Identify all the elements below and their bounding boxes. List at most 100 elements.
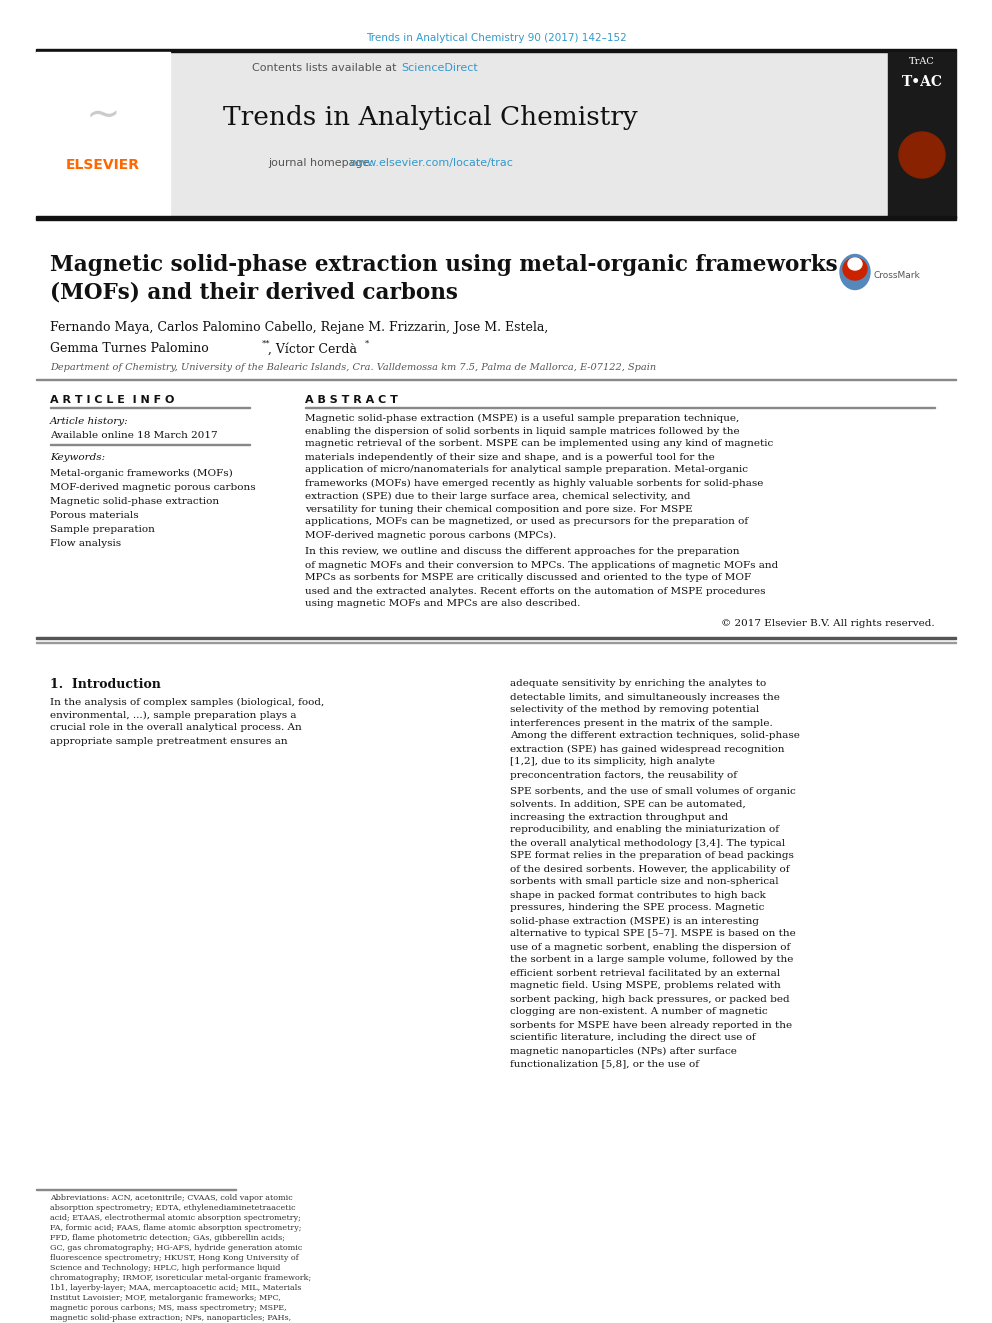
Text: appropriate sample pretreatment ensures an: appropriate sample pretreatment ensures …: [50, 737, 288, 745]
Text: increasing the extraction throughput and: increasing the extraction throughput and: [510, 812, 728, 822]
Text: efficient sorbent retrieval facilitated by an external: efficient sorbent retrieval facilitated …: [510, 968, 780, 978]
Text: MOF-derived magnetic porous carbons: MOF-derived magnetic porous carbons: [50, 483, 256, 492]
Text: shape in packed format contributes to high back: shape in packed format contributes to hi…: [510, 890, 766, 900]
Text: MPCs as sorbents for MSPE are critically discussed and oriented to the type of M: MPCs as sorbents for MSPE are critically…: [305, 573, 751, 582]
Text: Magnetic solid-phase extraction (MSPE) is a useful sample preparation technique,: Magnetic solid-phase extraction (MSPE) i…: [305, 413, 739, 422]
Text: SPE sorbents, and the use of small volumes of organic: SPE sorbents, and the use of small volum…: [510, 786, 796, 795]
Text: FFD, flame photometric detection; GAs, gibberellin acids;: FFD, flame photometric detection; GAs, g…: [50, 1234, 285, 1242]
Text: solvents. In addition, SPE can be automated,: solvents. In addition, SPE can be automa…: [510, 799, 746, 808]
Text: absorption spectrometry; EDTA, ethylenediaminetetraacetic: absorption spectrometry; EDTA, ethylened…: [50, 1204, 296, 1212]
Text: ScienceDirect: ScienceDirect: [401, 64, 478, 73]
Text: Abbreviations: ACN, acetonitrile; CVAAS, cold vapor atomic: Abbreviations: ACN, acetonitrile; CVAAS,…: [50, 1193, 293, 1203]
Text: Trends in Analytical Chemistry: Trends in Analytical Chemistry: [222, 106, 638, 131]
Text: use of a magnetic sorbent, enabling the dispersion of: use of a magnetic sorbent, enabling the …: [510, 942, 791, 951]
Text: extraction (SPE) has gained widespread recognition: extraction (SPE) has gained widespread r…: [510, 745, 785, 754]
Text: Porous materials: Porous materials: [50, 511, 139, 520]
Text: environmental, ...), sample preparation plays a: environmental, ...), sample preparation …: [50, 710, 297, 720]
Text: Available online 18 March 2017: Available online 18 March 2017: [50, 431, 217, 441]
Text: scientific literature, including the direct use of: scientific literature, including the dir…: [510, 1033, 756, 1043]
Text: selectivity of the method by removing potential: selectivity of the method by removing po…: [510, 705, 759, 714]
Text: MOF-derived magnetic porous carbons (MPCs).: MOF-derived magnetic porous carbons (MPC…: [305, 531, 557, 540]
Text: fluorescence spectrometry; HKUST, Hong Kong University of: fluorescence spectrometry; HKUST, Hong K…: [50, 1254, 299, 1262]
Text: reproducibility, and enabling the miniaturization of: reproducibility, and enabling the miniat…: [510, 826, 779, 835]
Circle shape: [899, 132, 945, 179]
Text: used and the extracted analytes. Recent efforts on the automation of MSPE proced: used and the extracted analytes. Recent …: [305, 586, 766, 595]
Text: sorbents for MSPE have been already reported in the: sorbents for MSPE have been already repo…: [510, 1020, 793, 1029]
Text: adequate sensitivity by enriching the analytes to: adequate sensitivity by enriching the an…: [510, 680, 766, 688]
Text: acid; ETAAS, electrothermal atomic absorption spectrometry;: acid; ETAAS, electrothermal atomic absor…: [50, 1215, 301, 1222]
Text: interferences present in the matrix of the sample.: interferences present in the matrix of t…: [510, 718, 773, 728]
Text: Science and Technology; HPLC, high performance liquid: Science and Technology; HPLC, high perfo…: [50, 1263, 281, 1271]
Text: the overall analytical methodology [3,4]. The typical: the overall analytical methodology [3,4]…: [510, 839, 785, 848]
Text: extraction (SPE) due to their large surface area, chemical selectivity, and: extraction (SPE) due to their large surf…: [305, 491, 690, 500]
Text: frameworks (MOFs) have emerged recently as highly valuable sorbents for solid-ph: frameworks (MOFs) have emerged recently …: [305, 479, 764, 488]
Text: crucial role in the overall analytical process. An: crucial role in the overall analytical p…: [50, 724, 302, 733]
Text: preconcentration factors, the reusability of: preconcentration factors, the reusabilit…: [510, 770, 737, 779]
Text: CrossMark: CrossMark: [873, 270, 920, 279]
Bar: [36, 52, 170, 218]
Text: chromatography; IRMOF, isoreticular metal-organic framework;: chromatography; IRMOF, isoreticular meta…: [50, 1274, 311, 1282]
Text: A B S T R A C T: A B S T R A C T: [305, 396, 398, 405]
Text: applications, MOFs can be magnetized, or used as precursors for the preparation : applications, MOFs can be magnetized, or…: [305, 517, 748, 527]
Text: sorbents with small particle size and non-spherical: sorbents with small particle size and no…: [510, 877, 779, 886]
Text: Institut Lavoisier; MOF, metalorganic frameworks; MPC,: Institut Lavoisier; MOF, metalorganic fr…: [50, 1294, 281, 1302]
Text: magnetic porous carbons; MS, mass spectrometry; MSPE,: magnetic porous carbons; MS, mass spectr…: [50, 1304, 287, 1312]
Text: Flow analysis: Flow analysis: [50, 538, 121, 548]
Text: GC, gas chromatography; HG-AFS, hydride generation atomic: GC, gas chromatography; HG-AFS, hydride …: [50, 1244, 303, 1252]
Text: magnetic nanoparticles (NPs) after surface: magnetic nanoparticles (NPs) after surfa…: [510, 1046, 737, 1056]
Text: clogging are non-existent. A number of magnetic: clogging are non-existent. A number of m…: [510, 1008, 768, 1016]
Text: of the desired sorbents. However, the applicability of: of the desired sorbents. However, the ap…: [510, 864, 790, 873]
Text: functionalization [5,8], or the use of: functionalization [5,8], or the use of: [510, 1060, 699, 1069]
Text: FA, formic acid; FAAS, flame atomic absorption spectrometry;: FA, formic acid; FAAS, flame atomic abso…: [50, 1224, 302, 1232]
Text: *: *: [365, 340, 369, 348]
Text: Article history:: Article history:: [50, 418, 129, 426]
Text: © 2017 Elsevier B.V. All rights reserved.: © 2017 Elsevier B.V. All rights reserved…: [721, 618, 935, 627]
Text: [1,2], due to its simplicity, high analyte: [1,2], due to its simplicity, high analy…: [510, 758, 715, 766]
Text: ~: ~: [85, 94, 120, 136]
Text: alternative to typical SPE [5–7]. MSPE is based on the: alternative to typical SPE [5–7]. MSPE i…: [510, 930, 796, 938]
Text: magnetic field. Using MSPE, problems related with: magnetic field. Using MSPE, problems rel…: [510, 982, 781, 991]
Bar: [36, 216, 956, 220]
Text: ELSEVIER: ELSEVIER: [66, 157, 140, 172]
Text: solid-phase extraction (MSPE) is an interesting: solid-phase extraction (MSPE) is an inte…: [510, 917, 759, 926]
Bar: [170, 52, 888, 218]
Text: Fernando Maya, Carlos Palomino Cabello, Rejane M. Frizzarin, Jose M. Estela,: Fernando Maya, Carlos Palomino Cabello, …: [50, 321, 549, 335]
Text: Department of Chemistry, University of the Balearic Islands, Cra. Valldemossa km: Department of Chemistry, University of t…: [50, 364, 656, 373]
Text: TrAC: TrAC: [909, 57, 934, 66]
Text: Metal-organic frameworks (MOFs): Metal-organic frameworks (MOFs): [50, 468, 233, 478]
Text: detectable limits, and simultaneously increases the: detectable limits, and simultaneously in…: [510, 692, 780, 701]
Text: T•AC: T•AC: [902, 75, 942, 89]
Text: (MOFs) and their derived carbons: (MOFs) and their derived carbons: [50, 280, 458, 303]
Text: of magnetic MOFs and their conversion to MPCs. The applications of magnetic MOFs: of magnetic MOFs and their conversion to…: [305, 561, 779, 569]
Text: , Víctor Cerdà: , Víctor Cerdà: [268, 343, 357, 356]
Text: Sample preparation: Sample preparation: [50, 524, 155, 533]
Text: **: **: [262, 340, 271, 348]
Text: magnetic retrieval of the sorbent. MSPE can be implemented using any kind of mag: magnetic retrieval of the sorbent. MSPE …: [305, 439, 773, 448]
Text: 1.  Introduction: 1. Introduction: [50, 677, 161, 691]
Text: versatility for tuning their chemical composition and pore size. For MSPE: versatility for tuning their chemical co…: [305, 504, 692, 513]
Bar: [888, 52, 956, 218]
Bar: [36, 636, 956, 639]
Text: Magnetic solid-phase extraction: Magnetic solid-phase extraction: [50, 496, 219, 505]
Ellipse shape: [840, 254, 870, 290]
Text: journal homepage:: journal homepage:: [268, 157, 377, 168]
Text: Contents lists available at: Contents lists available at: [252, 64, 400, 73]
Text: magnetic solid-phase extraction; NPs, nanoparticles; PAHs,: magnetic solid-phase extraction; NPs, na…: [50, 1314, 291, 1322]
Text: enabling the dispersion of solid sorbents in liquid sample matrices followed by : enabling the dispersion of solid sorbent…: [305, 426, 740, 435]
Text: www.elsevier.com/locate/trac: www.elsevier.com/locate/trac: [350, 157, 514, 168]
Text: Gemma Turnes Palomino: Gemma Turnes Palomino: [50, 343, 208, 356]
Text: Magnetic solid-phase extraction using metal-organic frameworks: Magnetic solid-phase extraction using me…: [50, 254, 837, 277]
Text: In the analysis of complex samples (biological, food,: In the analysis of complex samples (biol…: [50, 697, 324, 706]
Text: Among the different extraction techniques, solid-phase: Among the different extraction technique…: [510, 732, 800, 741]
Text: Keywords:: Keywords:: [50, 454, 105, 463]
Bar: [36, 49, 956, 52]
Text: Trends in Analytical Chemistry 90 (2017) 142–152: Trends in Analytical Chemistry 90 (2017)…: [366, 33, 626, 44]
Text: 1b1, layerby-layer; MAA, mercaptoacetic acid; MIL, Materials: 1b1, layerby-layer; MAA, mercaptoacetic …: [50, 1285, 302, 1293]
Text: A R T I C L E  I N F O: A R T I C L E I N F O: [50, 396, 175, 405]
Text: SPE format relies in the preparation of bead packings: SPE format relies in the preparation of …: [510, 852, 794, 860]
Text: application of micro/nanomaterials for analytical sample preparation. Metal-orga: application of micro/nanomaterials for a…: [305, 466, 748, 475]
Text: the sorbent in a large sample volume, followed by the: the sorbent in a large sample volume, fo…: [510, 955, 794, 964]
Text: pressures, hindering the SPE process. Magnetic: pressures, hindering the SPE process. Ma…: [510, 904, 765, 913]
Text: using magnetic MOFs and MPCs are also described.: using magnetic MOFs and MPCs are also de…: [305, 599, 580, 609]
Text: materials independently of their size and shape, and is a powerful tool for the: materials independently of their size an…: [305, 452, 715, 462]
